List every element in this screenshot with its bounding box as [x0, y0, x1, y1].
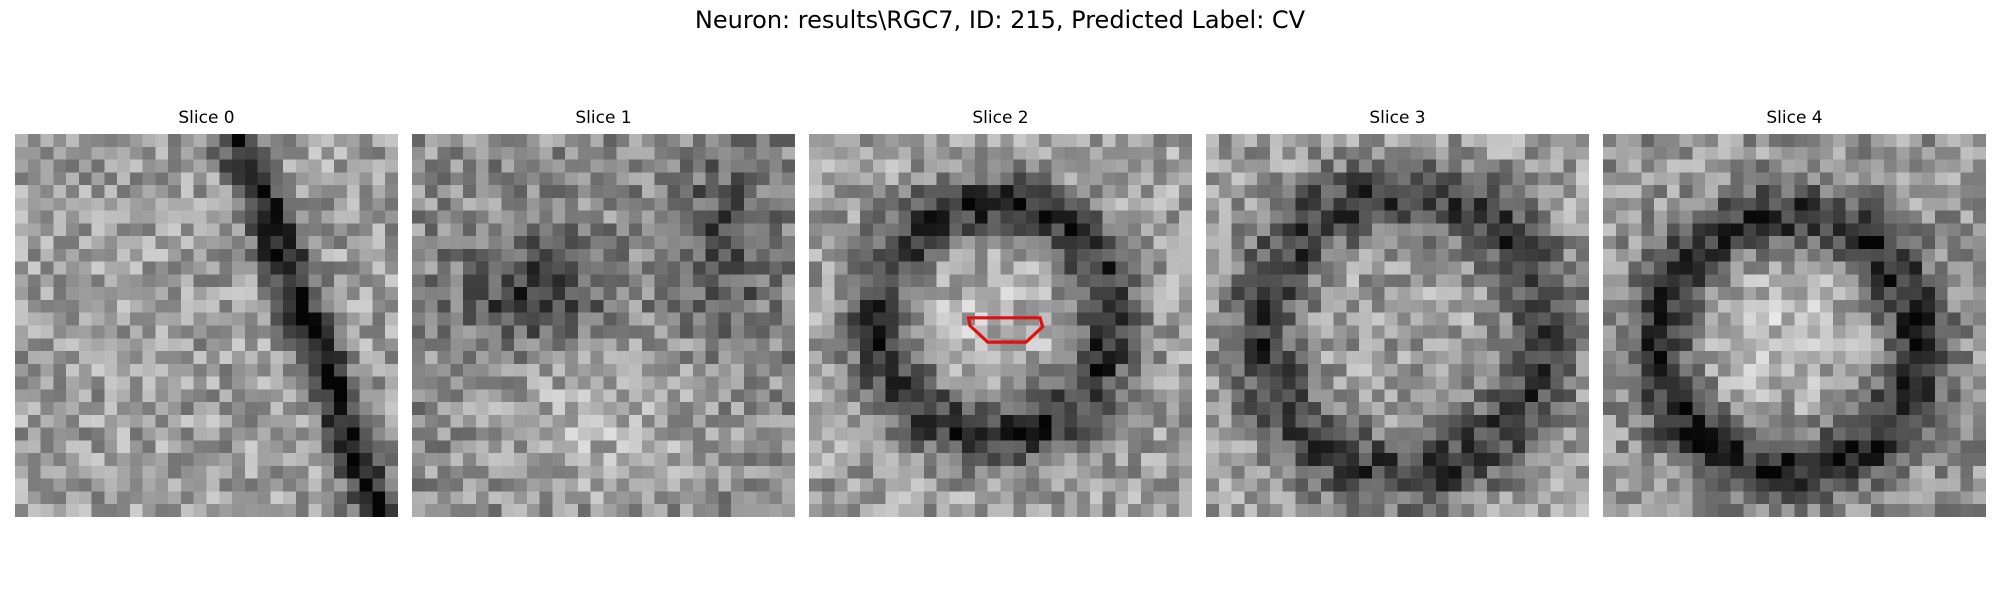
slice-image-4	[1603, 134, 1986, 517]
slice-label: Slice 0	[178, 108, 235, 128]
figure-title: Neuron: results\RGC7, ID: 215, Predicted…	[694, 6, 1306, 34]
roi-outline	[966, 316, 1045, 344]
slice-image-3	[1206, 134, 1589, 517]
slice-label: Slice 1	[575, 108, 632, 128]
slice-image-1	[412, 134, 795, 517]
slice-image-0	[15, 134, 398, 517]
slice-label: Slice 2	[972, 108, 1029, 128]
slice-label: Slice 4	[1766, 108, 1823, 128]
slice-label: Slice 3	[1369, 108, 1426, 128]
slice-image-2	[809, 134, 1192, 517]
